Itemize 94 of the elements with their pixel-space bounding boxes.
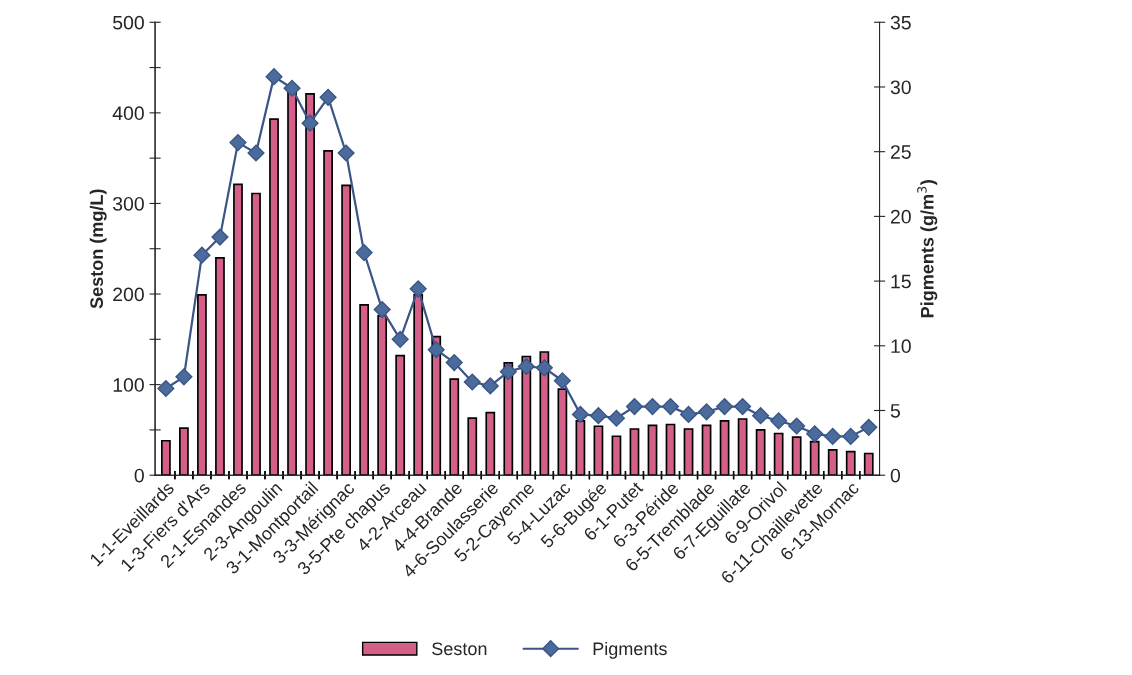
bar [629,428,640,476]
point [445,354,463,372]
point [409,280,427,298]
bar [323,150,333,476]
point [427,341,445,359]
y2-tick-label: 20 [890,209,911,224]
point [499,363,517,381]
bar [809,440,820,476]
bar [161,439,171,476]
point [860,418,878,436]
point [625,398,644,416]
point [698,403,716,421]
point [571,405,589,423]
bar [827,449,838,476]
point [481,377,499,395]
bar [755,429,766,476]
y-tick-label: 300 [112,196,144,211]
y-tick-label: 0 [134,468,144,483]
y-tick-label: 100 [113,378,144,392]
bar [197,294,207,476]
bar [359,304,370,476]
point [517,357,535,376]
point [661,398,680,416]
bar [179,427,189,476]
bar [233,183,243,476]
bar [593,425,604,476]
point [211,228,229,246]
bar [647,424,658,476]
y2-tick-label: 5 [890,404,900,418]
y-tick-label: 500 [113,15,144,30]
y2-tick-label: 35 [890,15,911,30]
point [589,407,607,425]
bar [395,354,406,476]
bar [449,378,460,476]
y-axis-title: Seston (mg/L) [89,189,107,309]
point [463,373,481,391]
bar [215,256,225,476]
y2-axis-title: Pigments (g/m$^{3}$) [917,180,938,318]
point [265,68,283,86]
point [535,359,553,377]
point [716,398,734,416]
bar [575,420,586,476]
bar [467,417,478,476]
y-tick-label: 200 [113,287,144,302]
bar [251,192,261,476]
legend-label: Seston [432,642,487,656]
bar [377,314,388,476]
bar [611,435,622,476]
bar [701,424,712,476]
point [770,412,788,430]
y2-tick-label: 30 [890,80,911,95]
bar [845,450,856,476]
point [229,134,247,152]
bar [557,388,568,476]
legend-label: Pigments [593,641,667,659]
point [355,244,373,262]
point [643,398,662,416]
point [157,379,175,398]
point [283,79,301,97]
point [842,427,860,445]
bar [683,428,694,476]
bar [773,432,784,476]
bar [737,418,748,476]
point [301,114,319,132]
bar [485,411,496,476]
point [752,407,770,425]
bar [341,184,352,476]
y2-tick-label: 0 [890,468,901,483]
point [679,405,698,423]
bar [413,294,424,476]
point [337,144,355,162]
y2-tick-label: 10 [891,339,911,354]
point [319,88,337,106]
bar [269,118,279,476]
y-tick-label: 400 [112,106,144,121]
point [175,368,193,386]
point [607,409,625,427]
point [373,301,391,319]
bar [287,91,297,476]
point [806,425,824,443]
point [788,417,806,435]
bar [305,93,315,476]
point [734,398,752,416]
point [824,427,842,445]
point [247,144,265,162]
bar [791,436,802,476]
bar [863,452,874,476]
bar [719,420,730,476]
point [193,246,211,264]
y2-tick-label: 15 [891,274,911,289]
point [553,372,571,390]
y2-tick-label: 25 [890,145,911,159]
point [391,330,409,348]
bar [665,423,676,476]
